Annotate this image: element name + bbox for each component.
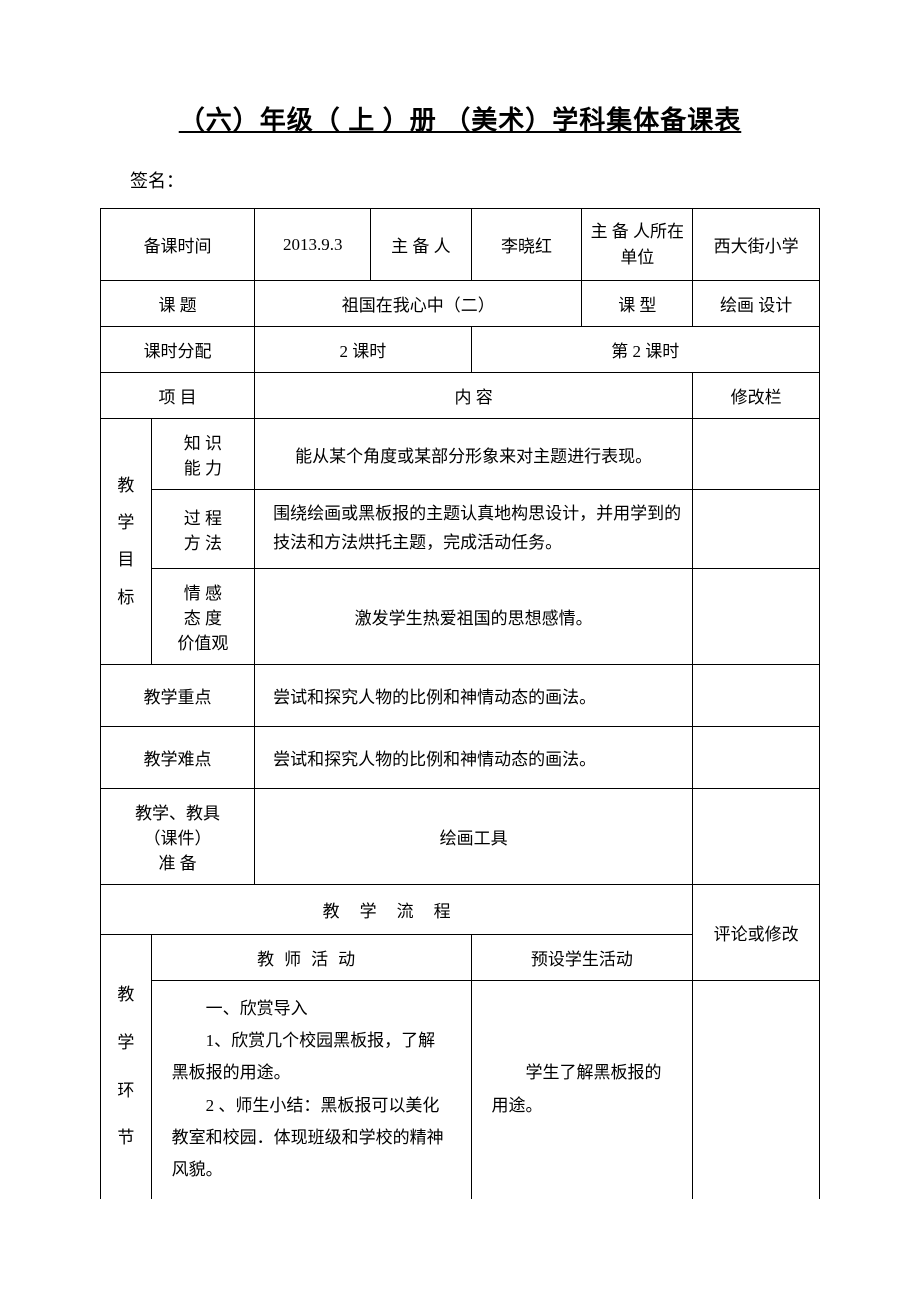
modify-cell bbox=[693, 788, 820, 884]
tools-label-1: 教学、教具 bbox=[109, 799, 246, 824]
table-row: 一、欣赏导入 1、欣赏几个校园黑板报，了解黑板报的用途。 2 、师生小结：黑板报… bbox=[101, 980, 820, 1198]
table-row: 教 学 目 标 知 识 能 力 能从某个角度或某部分形象来对主题进行表现。 bbox=[101, 419, 820, 490]
comment-label: 评论或修改 bbox=[693, 884, 820, 980]
preparer-label: 主 备 人 bbox=[371, 209, 471, 281]
emotion-label-1: 情 感 bbox=[160, 579, 246, 604]
stage-label: 教 学 环 节 bbox=[101, 934, 152, 1198]
table-row: 教学重点 尝试和探究人物的比例和神情动态的画法。 bbox=[101, 664, 820, 726]
table-row: 情 感 态 度 价值观 激发学生热爱祖国的思想感情。 bbox=[101, 568, 820, 664]
student-content: 学生了解黑板报的用途。 bbox=[471, 980, 693, 1198]
modify-header: 修改栏 bbox=[693, 373, 820, 419]
unit-label: 主 备 人所在单位 bbox=[582, 209, 693, 281]
content-header: 内 容 bbox=[255, 373, 693, 419]
emotion-label-2: 态 度 bbox=[160, 604, 246, 629]
comment-cell bbox=[693, 980, 820, 1198]
table-row: 教学难点 尝试和探究人物的比例和神情动态的画法。 bbox=[101, 726, 820, 788]
type-label: 课 型 bbox=[582, 281, 693, 327]
goals-char: 目 bbox=[117, 550, 134, 569]
goals-main-label: 教 学 目 标 bbox=[101, 419, 152, 665]
preparer-value: 李晓红 bbox=[471, 209, 582, 281]
tools-label-3: 准 备 bbox=[109, 849, 246, 874]
process-label: 过 程 方 法 bbox=[151, 490, 254, 569]
modify-cell bbox=[693, 419, 820, 490]
table-row: 课 题 祖国在我心中（二） 课 型 绘画 设计 bbox=[101, 281, 820, 327]
period-alloc-value: 2 课时 bbox=[255, 327, 471, 373]
project-header: 项 目 bbox=[101, 373, 255, 419]
modify-cell bbox=[693, 490, 820, 569]
topic-value: 祖国在我心中（二） bbox=[255, 281, 582, 327]
keypoint-label: 教学重点 bbox=[101, 664, 255, 726]
period-num: 第 2 课时 bbox=[471, 327, 819, 373]
teacher-content-line: 一、欣赏导入 bbox=[172, 993, 451, 1025]
stage-char: 学 bbox=[117, 1033, 134, 1052]
stage-char: 教 bbox=[117, 985, 134, 1004]
signature-label: 签名： bbox=[100, 167, 820, 193]
table-row: 课时分配 2 课时 第 2 课时 bbox=[101, 327, 820, 373]
process-label-2: 方 法 bbox=[160, 529, 246, 554]
topic-label: 课 题 bbox=[101, 281, 255, 327]
flow-header: 教学流程 bbox=[101, 884, 693, 934]
teacher-content-line: 1、欣赏几个校园黑板报，了解黑板报的用途。 bbox=[172, 1025, 451, 1090]
stage-char: 环 bbox=[117, 1081, 134, 1100]
knowledge-label: 知 识 能 力 bbox=[151, 419, 254, 490]
modify-cell bbox=[693, 664, 820, 726]
goals-char: 学 bbox=[117, 513, 134, 532]
table-row: 项 目 内 容 修改栏 bbox=[101, 373, 820, 419]
knowledge-label-2: 能 力 bbox=[160, 454, 246, 479]
emotion-label-3: 价值观 bbox=[160, 629, 246, 654]
process-value: 围绕绘画或黑板报的主题认真地构思设计，并用学到的技法和方法烘托主题，完成活动任务… bbox=[255, 490, 693, 569]
emotion-label: 情 感 态 度 价值观 bbox=[151, 568, 254, 664]
type-value: 绘画 设计 bbox=[693, 281, 820, 327]
teacher-content: 一、欣赏导入 1、欣赏几个校园黑板报，了解黑板报的用途。 2 、师生小结：黑板报… bbox=[151, 980, 471, 1198]
modify-cell bbox=[693, 726, 820, 788]
keypoint-value: 尝试和探究人物的比例和神情动态的画法。 bbox=[255, 664, 693, 726]
student-activity-header: 预设学生活动 bbox=[471, 934, 693, 980]
difficulty-label: 教学难点 bbox=[101, 726, 255, 788]
teacher-content-line: 2 、师生小结：黑板报可以美化教室和校园．体现班级和学校的精神风貌。 bbox=[172, 1090, 451, 1187]
page-title: （六）年级（ 上 ）册 （美术）学科集体备课表 bbox=[100, 100, 820, 137]
knowledge-label-1: 知 识 bbox=[160, 429, 246, 454]
period-alloc-label: 课时分配 bbox=[101, 327, 255, 373]
table-row: 过 程 方 法 围绕绘画或黑板报的主题认真地构思设计，并用学到的技法和方法烘托主… bbox=[101, 490, 820, 569]
table-row: 教学、教具 （课件） 准 备 绘画工具 bbox=[101, 788, 820, 884]
goals-char: 标 bbox=[117, 588, 134, 607]
unit-value: 西大街小学 bbox=[693, 209, 820, 281]
table-row: 备课时间 2013.9.3 主 备 人 李晓红 主 备 人所在单位 西大街小学 bbox=[101, 209, 820, 281]
goals-char: 教 bbox=[117, 476, 134, 495]
stage-char: 节 bbox=[117, 1128, 134, 1147]
modify-cell bbox=[693, 568, 820, 664]
lesson-plan-table: 备课时间 2013.9.3 主 备 人 李晓红 主 备 人所在单位 西大街小学 … bbox=[100, 208, 820, 1199]
emotion-value: 激发学生热爱祖国的思想感情。 bbox=[255, 568, 693, 664]
tools-value: 绘画工具 bbox=[255, 788, 693, 884]
process-label-1: 过 程 bbox=[160, 504, 246, 529]
prep-time-label: 备课时间 bbox=[101, 209, 255, 281]
teacher-activity-header: 教师活动 bbox=[151, 934, 471, 980]
table-row: 教学流程 评论或修改 bbox=[101, 884, 820, 934]
prep-time-value: 2013.9.3 bbox=[255, 209, 371, 281]
tools-label: 教学、教具 （课件） 准 备 bbox=[101, 788, 255, 884]
knowledge-value: 能从某个角度或某部分形象来对主题进行表现。 bbox=[255, 419, 693, 490]
tools-label-2: （课件） bbox=[109, 824, 246, 849]
difficulty-value: 尝试和探究人物的比例和神情动态的画法。 bbox=[255, 726, 693, 788]
